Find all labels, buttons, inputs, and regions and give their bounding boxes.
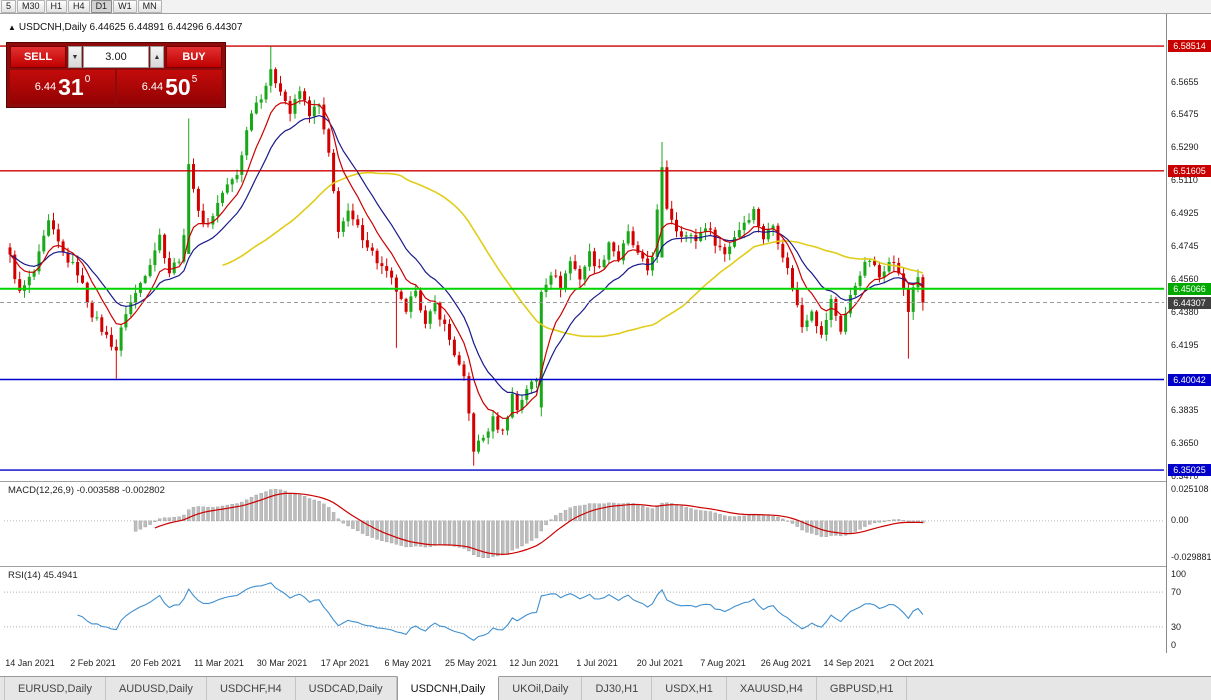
axis-label: 6.4380 [1171,306,1199,317]
ask-price-pip: 5 [191,74,198,85]
bid-price-prefix: 6.44 [34,81,57,93]
date-label: 26 Aug 2021 [760,658,812,668]
date-label: 20 Jul 2021 [636,658,684,668]
axis-label: 6.5110 [1171,174,1198,185]
macd-histogram [133,489,925,559]
date-label: 6 May 2021 [384,658,432,668]
timeframe-button-5[interactable]: 5 [1,0,17,13]
rsi-line [77,582,924,641]
axis-label: 6.3835 [1171,405,1199,416]
macd-label: MACD(12,26,9) -0.003588 -0.002802 [8,485,165,496]
ask-price[interactable]: 6.44 50 5 [117,70,222,104]
bid-price-big: 31 [58,73,84,100]
symbol-tab-usdx[interactable]: USDX,H1 [652,677,727,700]
date-label: 25 May 2021 [444,658,498,668]
date-axis[interactable]: 14 Jan 2021 2 Feb 2021 20 Feb 2021 11 Mar 2… [0,653,1211,676]
axis-label: 6.4925 [1171,208,1199,219]
macd-signal-line [154,492,923,555]
chart-ohlc-header: ▲ USDCNH,Daily 6.44625 6.44891 6.44296 6.… [8,22,242,33]
timeframe-button-h1[interactable]: H1 [45,0,68,13]
ask-price-prefix: 6.44 [141,81,164,93]
volume-decrease-icon[interactable]: ▼ [68,46,82,68]
ma-mid-line [9,114,924,396]
timeframe-button-w1[interactable]: W1 [113,0,137,13]
volume-stepper: ▼ 3.00 ▲ [68,46,164,68]
ohlc-values: 6.44625 6.44891 6.44296 6.44307 [89,22,243,33]
bid-price[interactable]: 6.44 31 0 [10,70,115,104]
price-tag: 6.58514 [1168,40,1211,53]
axis-label: 0 [1171,640,1177,650]
axis-label: 0.00 [1171,514,1189,525]
symbol-tab-usdcad[interactable]: USDCAD,Daily [296,677,397,700]
trade-controls-row: SELL ▼ 3.00 ▲ BUY [10,46,222,68]
symbol-tab-xauusd[interactable]: XAUUSD,H4 [727,677,817,700]
date-label: 14 Jan 2021 [5,658,55,668]
price-tag: 6.51605 [1168,164,1211,177]
date-label: 11 Mar 2021 [194,658,244,668]
symbol-tab-audusd[interactable]: AUDUSD,Daily [106,677,207,700]
candles-layer [8,46,925,466]
quick-trade-panel: SELL ▼ 3.00 ▲ BUY 6.44 31 0 6.44 50 5 [6,42,226,108]
timeframe-button-d1[interactable]: D1 [90,0,113,13]
date-label: 2 Feb 2021 [70,658,116,668]
chart-symbol-label: USDCNH,Daily [18,22,87,33]
date-label: 17 Apr 2021 [320,658,370,668]
trade-prices-row: 6.44 31 0 6.44 50 5 [10,70,222,104]
date-label: 14 Sep 2021 [823,658,875,668]
date-label: 2 Oct 2021 [889,658,935,668]
symbol-tab-usdcnh[interactable]: USDCNH,Daily [396,676,500,700]
axis-label: -0.029881 [1171,552,1211,562]
symbol-tab-usdchf[interactable]: USDCHF,H4 [207,677,296,700]
axis-label: 70 [1171,587,1182,598]
price-tag: 6.45066 [1168,282,1211,295]
ask-price-big: 50 [165,73,191,100]
axis-label: 6.5655 [1171,76,1199,87]
date-label: 12 Jun 2021 [509,658,559,668]
axis-label: 30 [1171,621,1182,632]
axis-label: 6.4560 [1171,274,1199,285]
symbol-tab-dj30[interactable]: DJ30,H1 [582,677,653,700]
axis-label: 6.4745 [1171,240,1199,251]
rsi-label: RSI(14) 45.4941 [8,570,78,581]
ma-fast-line [9,100,924,420]
timeframe-toolbar: 5 M30 H1 H4 D1 W1 MN [0,0,1211,14]
timeframe-button-m30[interactable]: M30 [17,0,45,13]
symbol-tab-bar: EURUSD,Daily AUDUSD,Daily USDCHF,H4 USDCAD,… [0,676,1211,700]
buy-button[interactable]: BUY [166,46,222,68]
price-tag: 6.40042 [1168,373,1211,386]
timeframe-button-h4[interactable]: H4 [68,0,90,13]
price-axis[interactable]: 6.5655 6.5475 6.5290 6.5110 6.4925 6.4745 6.45… [1166,14,1211,653]
symbol-tab-gbpusd[interactable]: GBPUSD,H1 [817,677,908,700]
volume-increase-icon[interactable]: ▲ [150,46,164,68]
axis-label: 6.5475 [1171,109,1199,119]
axis-label: 100 [1171,569,1187,579]
date-label: 30 Mar 2021 [256,658,308,668]
price-tag: 6.35025 [1168,464,1211,477]
axis-label: 6.3650 [1171,438,1199,449]
date-label: 7 Aug 2021 [700,658,746,668]
axis-label: 6.4195 [1171,340,1199,351]
axis-label: 0.025108 [1171,484,1209,494]
price-tag: 6.44307 [1168,296,1211,309]
bid-price-pip: 0 [84,74,91,85]
ma-slow-line [222,171,924,338]
date-label: 1 Jul 2021 [576,658,618,668]
symbol-direction-icon: ▲ [8,23,16,32]
date-label: 20 Feb 2021 [130,658,182,668]
symbol-tab-ukoil[interactable]: UKOil,Daily [499,677,583,700]
symbol-tab-eurusd[interactable]: EURUSD,Daily [4,677,106,700]
sell-button[interactable]: SELL [10,46,66,68]
axis-label: 6.5290 [1171,142,1199,153]
timeframe-button-mn[interactable]: MN [137,0,162,13]
volume-input[interactable]: 3.00 [83,46,149,68]
